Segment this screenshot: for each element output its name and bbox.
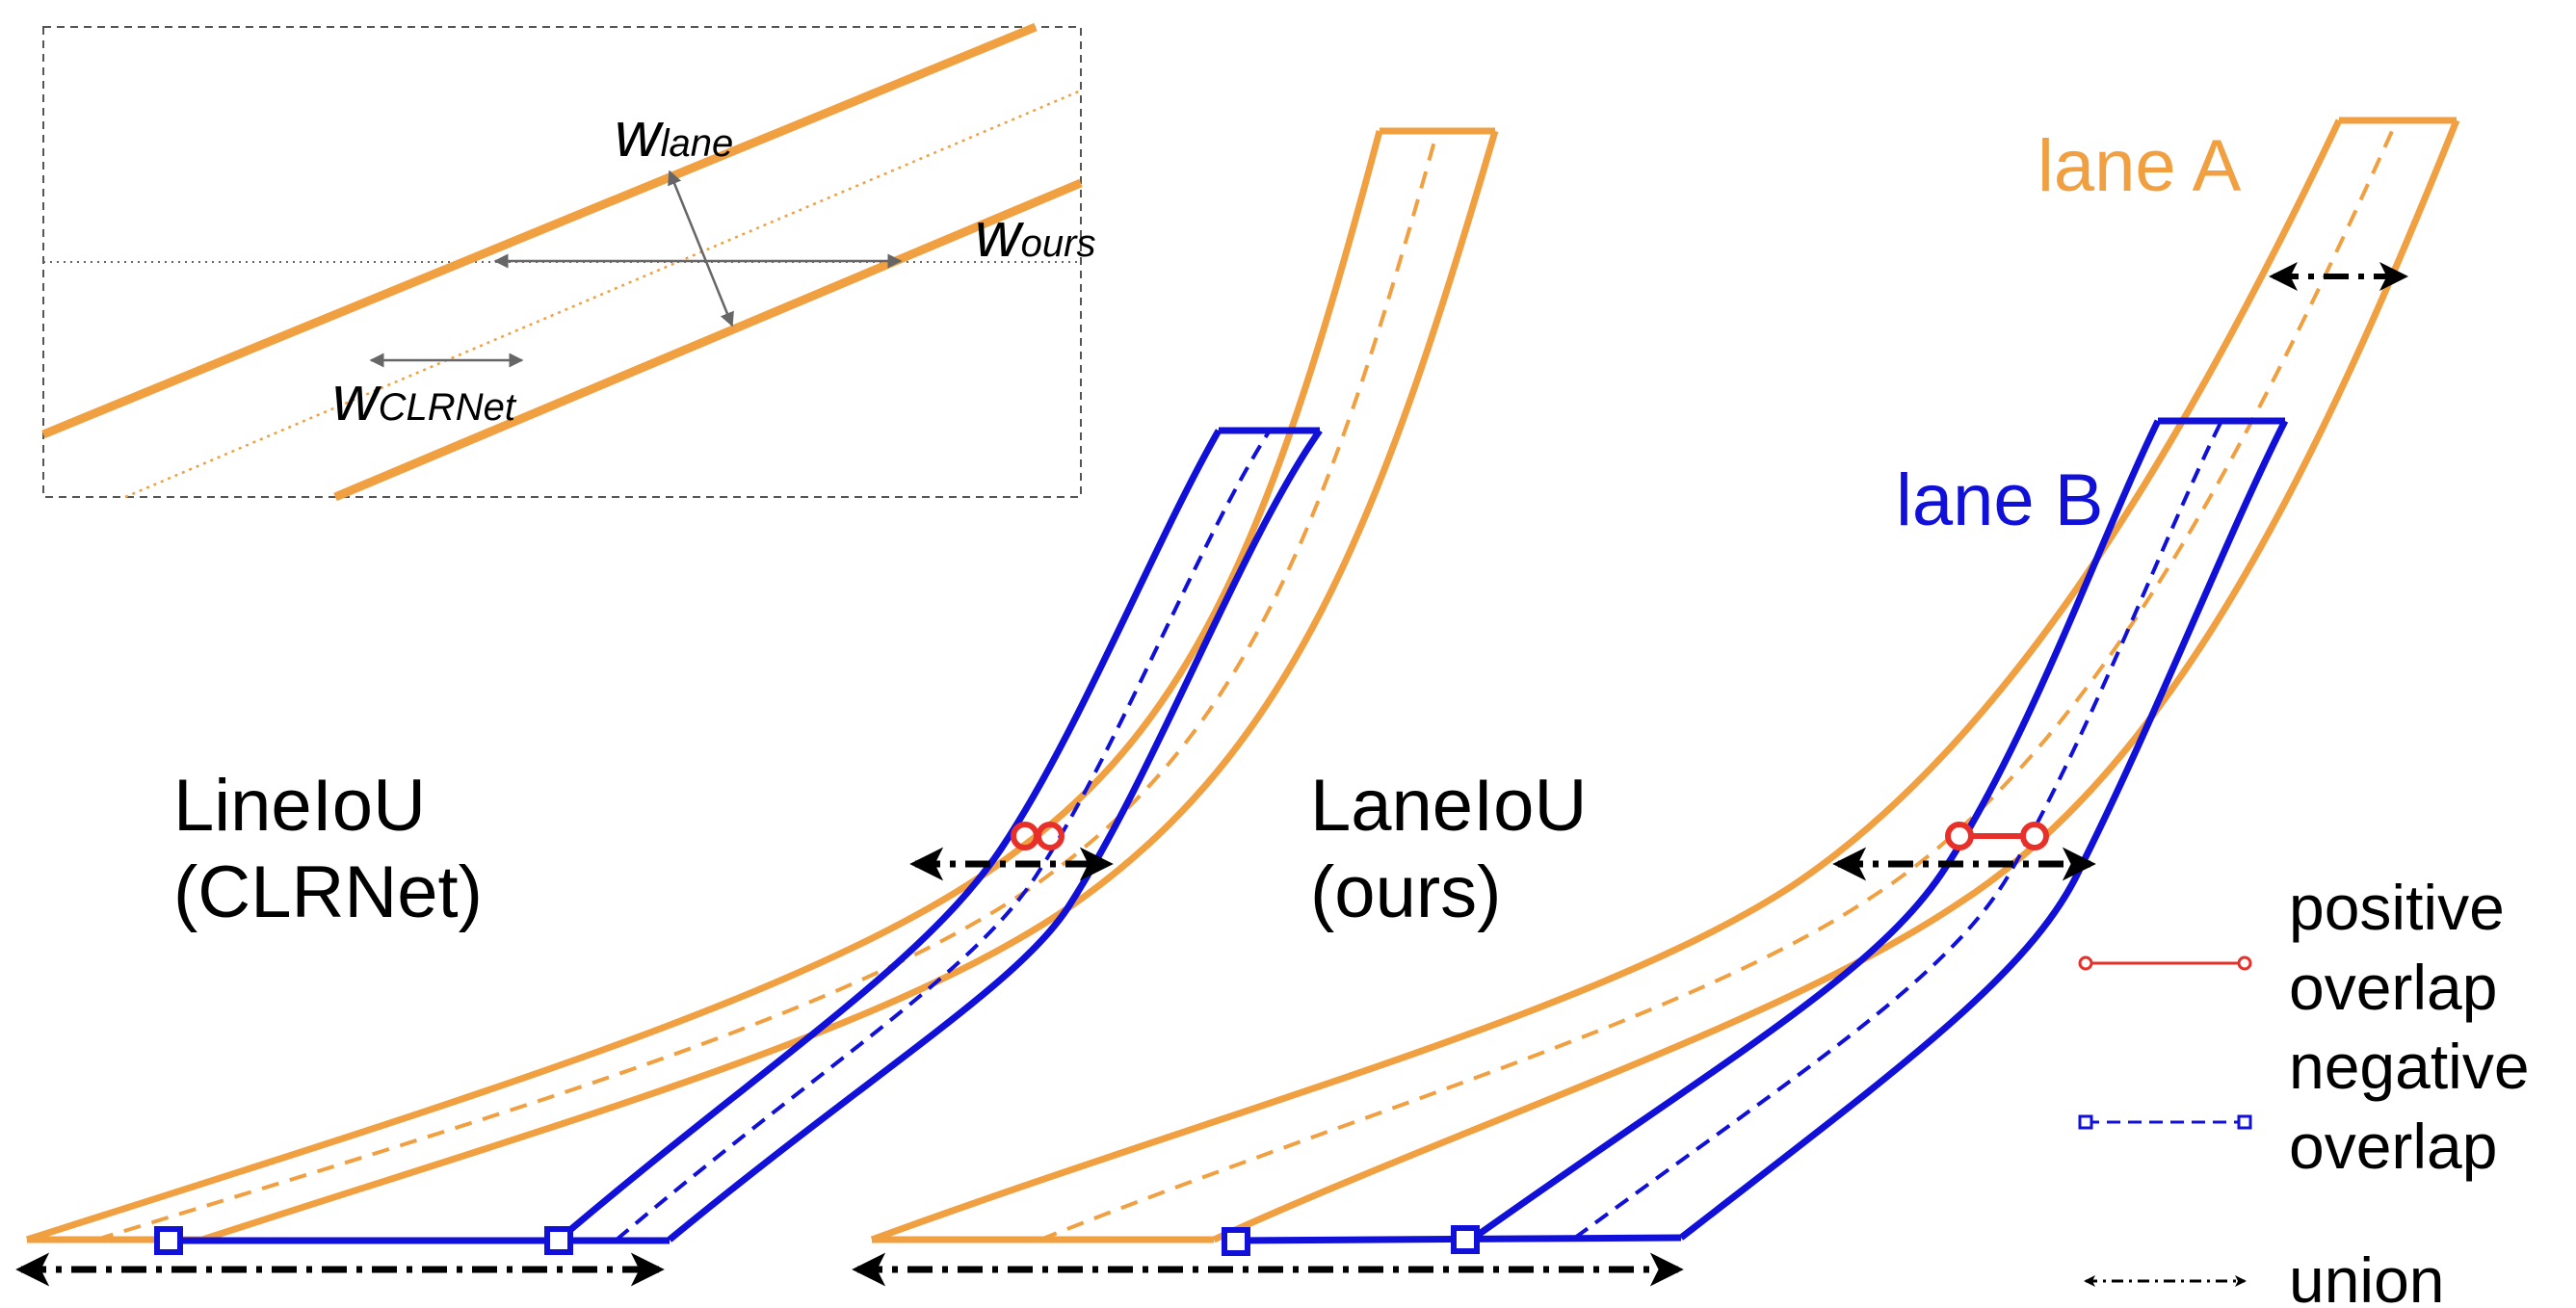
- legend-positive-dot-right: [2237, 955, 2252, 971]
- w-ours-symbol: w: [975, 198, 1025, 270]
- legend-negative-square-right: [2237, 1114, 2252, 1130]
- legend-union-label: union: [2289, 1244, 2445, 1308]
- right-negative-overlap-marker-right: [1451, 1225, 1480, 1254]
- right-lane-a-inner-edge: [1212, 118, 2460, 1243]
- w-clrnet-subscript: CLRNet: [379, 386, 517, 429]
- inset-w-clrnet-label: wCLRNet: [332, 362, 517, 433]
- left-negative-overlap-marker-left: [154, 1226, 183, 1255]
- right-lane-b-right-edge: [1678, 419, 2289, 1241]
- right-positive-overlap-marker-left: [1945, 822, 1974, 850]
- inset-w-ours-label: wours: [975, 198, 1095, 270]
- legend-positive-dot-left: [2078, 955, 2093, 971]
- inset-lane-upper-edge: [41, 22, 1038, 439]
- left-lane-a-inner-edge: [200, 130, 1499, 1243]
- w-lane-subscript: lane: [661, 122, 734, 165]
- left-positive-overlap-marker-right: [1036, 822, 1065, 850]
- right-lane-a-centerline: [1039, 119, 2399, 1242]
- right-panel: LaneIoU (ours) lane A lane B: [852, 117, 2460, 1287]
- legend-negative-square-left: [2078, 1114, 2093, 1130]
- left-negative-overlap-marker-right: [544, 1226, 573, 1255]
- inset-box: wlane wours wCLRNet: [41, 22, 1095, 502]
- legend-positive-label-line1: positive: [2289, 872, 2505, 943]
- inset-w-lane-arrow: [668, 170, 734, 327]
- right-panel-title-line2: (ours): [1310, 851, 1501, 933]
- left-panel-title-line2: (CLRNet): [173, 851, 483, 933]
- left-lane-b-right-edge: [667, 428, 1323, 1243]
- right-positive-overlap-marker-right: [2020, 822, 2049, 850]
- legend: positive overlap negative overlap union: [2078, 872, 2530, 1308]
- inset-w-lane-label: wlane: [615, 98, 733, 170]
- left-panel: LineIoU (CLRNet): [15, 127, 1499, 1287]
- legend-negative-label-line2: overlap: [2289, 1111, 2497, 1182]
- lane-b-label: lane B: [1896, 459, 2104, 541]
- right-negative-overlap-marker-left: [1222, 1227, 1250, 1256]
- w-clrnet-symbol: w: [332, 362, 382, 433]
- right-panel-title-line1: LaneIoU: [1310, 765, 1587, 847]
- right-lane-b-centerline: [1573, 420, 2223, 1240]
- left-lane-b-left-edge: [556, 429, 1222, 1243]
- w-lane-symbol: w: [615, 98, 665, 170]
- inset-lane-centerline: [124, 89, 1082, 499]
- inset-lane-lower-edge: [333, 178, 1083, 502]
- left-panel-title-line1: LineIoU: [173, 765, 426, 847]
- right-lane-a-outer-edge: [870, 118, 2343, 1243]
- w-ours-subscript: ours: [1021, 222, 1096, 265]
- legend-negative-label-line1: negative: [2289, 1031, 2530, 1102]
- left-lane-b-centerline: [615, 429, 1272, 1242]
- legend-positive-label-line2: overlap: [2289, 952, 2497, 1023]
- lane-a-label: lane A: [2037, 125, 2242, 207]
